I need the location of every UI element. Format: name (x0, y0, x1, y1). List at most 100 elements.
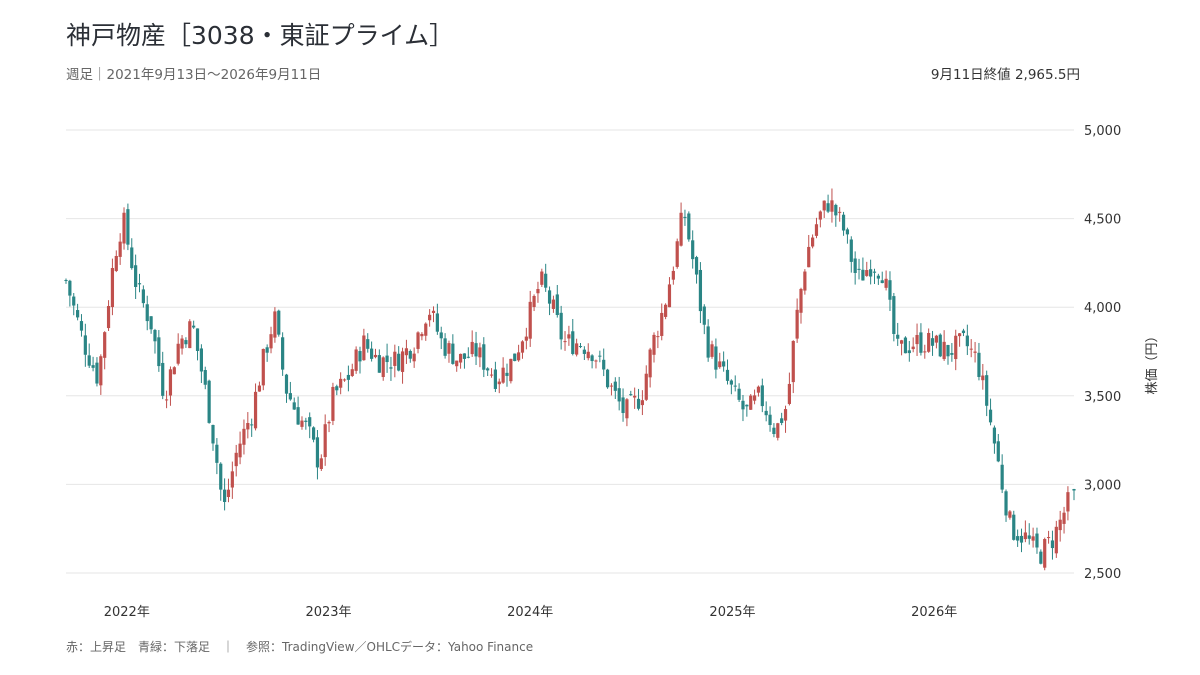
candle-up (497, 381, 501, 385)
candle-up (791, 340, 795, 383)
candle-up (350, 369, 354, 376)
candle-down (284, 374, 289, 394)
candle-up (1023, 532, 1027, 540)
candle-down (961, 330, 966, 334)
candle-down (184, 340, 188, 345)
candle-down (513, 353, 517, 362)
candle-down (76, 310, 80, 318)
candle-up (818, 211, 822, 220)
candle-down (714, 346, 718, 370)
candle-down (772, 427, 776, 435)
candle-down (571, 331, 575, 354)
candle-up (973, 351, 977, 353)
candle-up (830, 200, 834, 212)
candle-down (207, 380, 211, 423)
candle-up (323, 424, 327, 458)
candle-up (234, 452, 238, 467)
candle-down (145, 304, 149, 322)
candle-down (621, 397, 625, 414)
candle-down (95, 362, 99, 384)
candle-down (876, 275, 880, 279)
candle-down (83, 335, 87, 355)
candle-down (79, 321, 84, 331)
candle-down (1039, 551, 1043, 564)
candle-down (195, 328, 200, 351)
candle-down (335, 386, 339, 391)
candle-up (362, 335, 366, 361)
candle-down (493, 369, 497, 389)
candle-up (327, 422, 331, 424)
candle-up (783, 409, 788, 421)
candle-down (87, 355, 91, 366)
candle-up (319, 458, 323, 469)
candle-up (923, 351, 927, 353)
candle-down (1035, 533, 1039, 548)
candle-up (927, 332, 931, 352)
candle-up (110, 268, 115, 308)
candle-up (381, 357, 385, 378)
y-tick-label: 3,500 (1084, 390, 1121, 405)
candle-down (706, 326, 710, 358)
candle-down (311, 427, 316, 440)
candle-up (420, 333, 424, 337)
candle-up (118, 241, 122, 257)
candle-down (965, 335, 969, 347)
candle-up (640, 400, 644, 406)
candle-up (393, 351, 397, 366)
candle-down (1050, 540, 1055, 549)
candle-down (1016, 536, 1020, 541)
candle-up (594, 360, 598, 362)
candle-down (598, 355, 602, 357)
candle-down (203, 370, 207, 385)
candle-up (458, 353, 463, 363)
candle-up (431, 310, 436, 313)
candle-up (958, 333, 962, 337)
x-tick-label: 2024年 (507, 605, 553, 620)
y-axis-label: 株価（円） (1145, 329, 1160, 394)
candle-down (308, 417, 312, 427)
candle-down (694, 257, 699, 275)
candle-down (725, 369, 730, 381)
candle-up (811, 237, 815, 247)
candle-down (996, 441, 1000, 462)
candle-up (540, 271, 544, 285)
candle-down (988, 409, 993, 423)
candle-down (250, 424, 254, 426)
candle-up (644, 373, 648, 400)
candle-up (884, 278, 888, 288)
candle-up (1031, 536, 1035, 541)
candle-up (1046, 537, 1051, 539)
candle-up (865, 270, 869, 276)
candle-down (346, 374, 350, 380)
candle-up (1058, 519, 1062, 531)
candle-up (106, 306, 111, 329)
candle-up (536, 289, 540, 294)
candle-up (969, 348, 973, 350)
candle-up (981, 375, 985, 381)
candle-down (849, 239, 853, 262)
x-tick-label: 2023年 (305, 605, 351, 620)
candle-up (412, 353, 416, 362)
candle-up (122, 212, 126, 244)
candle-up (273, 311, 277, 338)
candle-down (938, 334, 942, 357)
candle-down (466, 356, 470, 358)
candle-down (130, 247, 134, 269)
candle-up (517, 352, 521, 361)
candle-up (652, 334, 656, 355)
candle-down (861, 269, 865, 281)
candle-down (211, 424, 215, 444)
candle-up (532, 295, 536, 308)
candle-down (315, 437, 320, 468)
candle-up (749, 395, 753, 410)
candle-up (799, 288, 803, 313)
candle-down (578, 346, 583, 348)
candle-up (803, 271, 807, 291)
candle-down (153, 329, 157, 342)
candle-up (339, 378, 343, 388)
candle-up (915, 334, 919, 345)
candle-up (331, 386, 335, 421)
candle-up (822, 200, 826, 211)
candle-down (304, 420, 308, 422)
